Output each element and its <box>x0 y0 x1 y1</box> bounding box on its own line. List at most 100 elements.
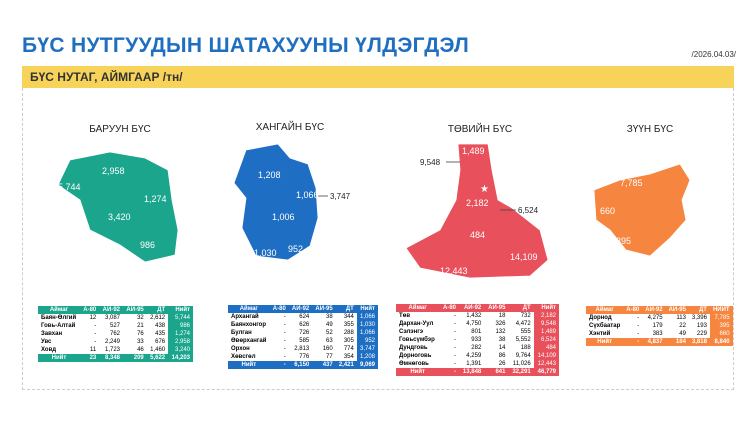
table-cell: 21 <box>137 323 144 329</box>
table-cell: 355 <box>343 322 354 328</box>
khangai-region-table: Аймаг А-80 АИ-92 АИ-95 ДТ Нийт Архангай - 624 38 3… <box>228 305 378 369</box>
table-cell: Дорноговь <box>399 353 432 359</box>
column-header: АИ-95 <box>315 306 333 312</box>
region-title-east: ЗҮҮН БҮС <box>626 124 674 135</box>
table-cell: 77 <box>326 354 333 360</box>
table-cell: 26 <box>498 361 506 367</box>
total-cell: 437 <box>322 362 333 368</box>
table-cell: 1,391 <box>466 361 482 367</box>
column-header: Нийт <box>541 305 556 311</box>
table-cell: - <box>637 331 640 337</box>
column-header: А-80 <box>443 305 457 311</box>
table-row: Булган - 726 52 288 1,066 <box>228 329 378 337</box>
map-label: 952 <box>288 244 303 254</box>
table-cell: 383 <box>652 331 663 337</box>
column-header: АИ-92 <box>102 307 120 313</box>
table-row: Орхон - 2,813 160 774 3,747 <box>228 345 378 353</box>
total-row: Нийт 23 8,348 209 5,622 14,203 <box>38 354 193 362</box>
table-cell: 6,524 <box>533 336 559 344</box>
table-cell: Орхон <box>231 346 250 352</box>
table-row: Баянхонгор - 626 49 355 1,030 <box>228 321 378 329</box>
table-cell: 952 <box>356 337 378 345</box>
map-label: 986 <box>140 240 155 250</box>
table-cell: - <box>454 321 457 327</box>
table-row: Өмнөговь - 1,391 26 11,026 12,443 <box>396 360 559 368</box>
table-row: Завхан - 762 76 435 1,274 <box>38 330 193 338</box>
map-label: 7,785 <box>620 178 643 188</box>
table-cell: 354 <box>343 354 354 360</box>
table-cell: 933 <box>471 337 482 343</box>
table-cell: - <box>94 339 97 345</box>
total-cell: 6,150 <box>294 362 310 368</box>
table-cell: 1,030 <box>356 321 378 329</box>
table-cell: 4,472 <box>515 321 531 327</box>
table-cell: 229 <box>696 331 707 337</box>
table-cell: 438 <box>155 323 166 329</box>
table-cell: 12 <box>89 315 97 321</box>
column-header: Аймаг <box>595 307 614 313</box>
column-header: АИ-92 <box>291 306 310 312</box>
total-cell: - <box>283 362 286 368</box>
table-cell: 38 <box>498 337 506 343</box>
table-cell: 86 <box>498 353 506 359</box>
map-label: 1,006 <box>272 212 295 222</box>
table-row: Говь-Алтай - 527 21 438 986 <box>38 322 193 330</box>
total-cell: 32,291 <box>512 369 531 375</box>
capital-star-icon: ★ <box>480 184 489 195</box>
total-cell: 209 <box>133 355 144 361</box>
table-cell: 585 <box>299 338 310 344</box>
total-cell: 4,837 <box>647 339 663 345</box>
table-cell: 305 <box>343 338 354 344</box>
table-cell: Сүхбаатар <box>589 323 621 329</box>
map-label: 1,208 <box>258 170 281 180</box>
east-region-table: Аймаг А-80 АИ-92 АИ-95 ДТ НИЙТ Дорнод - 4,275 113… <box>586 306 733 346</box>
column-header: Аймаг <box>239 306 258 312</box>
table-cell: Дундговь <box>399 345 428 351</box>
table-cell: 732 <box>520 313 531 319</box>
table-row: Хэнтий - 383 49 229 660 <box>586 330 733 338</box>
table-row: Өвөрхангай - 585 63 305 952 <box>228 337 378 345</box>
table-cell: 801 <box>471 329 482 335</box>
table-cell: 435 <box>155 331 166 337</box>
table-cell: 14,109 <box>533 352 559 360</box>
column-header: А-80 <box>626 307 640 313</box>
table-cell: 46 <box>137 347 144 353</box>
map-label: 1,489 <box>462 146 485 156</box>
table-cell: 4,275 <box>647 315 663 321</box>
column-header: ДТ <box>345 306 354 312</box>
table-cell: 1,274 <box>168 330 193 338</box>
table-cell: 527 <box>109 323 120 329</box>
total-row: Нийт - 6,150 437 2,421 9,069 <box>228 361 378 369</box>
table-cell: Баянхонгор <box>231 322 267 328</box>
column-header: Аймаг <box>49 307 69 313</box>
table-cell: 626 <box>299 322 310 328</box>
column-header: ДТ <box>157 307 166 313</box>
table-cell: - <box>283 330 286 336</box>
table-cell: 3,087 <box>104 315 120 321</box>
table-row: Дорнод - 4,275 113 3,396 7,785 <box>586 314 733 322</box>
table-cell: Архангай <box>231 314 259 320</box>
map-label: 1,274 <box>144 194 167 204</box>
map-label: 2,958 <box>102 166 125 176</box>
total-cell: 8,348 <box>104 355 120 361</box>
total-cell: - <box>637 339 640 345</box>
central-region-map: ★ 9,548 6,524 1,489 2,182 484 12,443 14,… <box>405 143 549 279</box>
table-cell: 5,552 <box>515 337 531 343</box>
table-cell: - <box>283 346 286 352</box>
total-cell: Нийт <box>241 362 257 368</box>
total-cell: Нийт <box>410 369 425 375</box>
table-cell: 1,208 <box>356 353 378 361</box>
column-header: А-80 <box>272 306 286 312</box>
table-cell: 9,548 <box>533 320 559 328</box>
table-row: Архангай - 624 38 344 1,066 <box>228 313 378 321</box>
table-cell: 7,785 <box>709 314 733 322</box>
table-cell: 2,182 <box>533 312 559 320</box>
total-row: Нийт - 4,837 184 3,818 8,840 <box>586 338 733 346</box>
total-cell: 184 <box>675 339 686 345</box>
map-label: 1,066 <box>296 190 319 200</box>
table-cell: - <box>94 323 97 329</box>
column-header: АИ-95 <box>668 307 686 313</box>
total-cell: 46,779 <box>537 369 556 375</box>
table-cell: 2,612 <box>150 315 166 321</box>
table-cell: 63 <box>326 338 333 344</box>
